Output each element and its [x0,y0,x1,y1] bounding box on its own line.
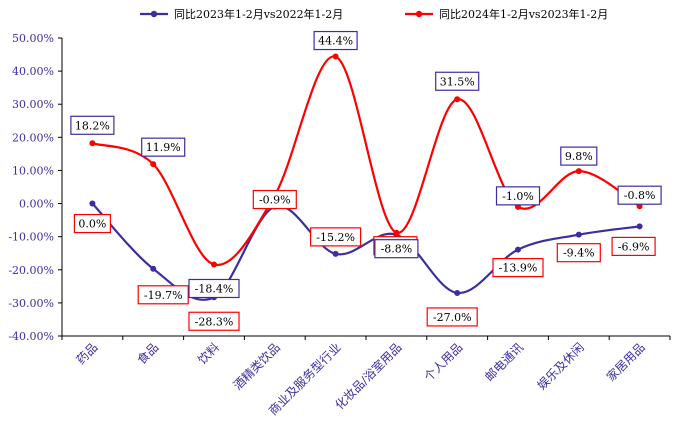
label-box [492,257,544,278]
x-tick-label: 邮电通讯 [482,340,526,384]
x-tick-label: 酒精类饮品 [231,340,283,392]
label-text: -6.9% [618,240,650,253]
label-box [556,243,601,263]
x-tick-label: 饮料 [195,340,222,367]
label-text: -27.0% [433,311,472,324]
label-text: -9.4% [563,247,595,260]
label-text: -18.4% [195,282,234,295]
label-text: 44.4% [318,35,353,48]
label-text: -8.8% [381,243,413,256]
label-box [252,189,297,210]
x-tick-label: 个人用品 [421,340,465,384]
y-tick-label: 40.00% [12,65,54,78]
label-box [70,115,115,135]
data-label-2: 11.9% [141,137,186,157]
label-box [495,186,541,206]
data-label-2: -0.8% [617,185,662,205]
x-tick-label: 家居用品 [603,340,648,385]
data-label-1: -0.9% [252,189,297,210]
label-box [141,137,186,157]
data-label-2: 9.8% [560,146,598,166]
y-tick-label: -30.00% [8,297,54,310]
label-box [435,71,480,91]
y-tick-label: 30.00% [12,98,54,111]
data-point-2 [454,96,461,103]
x-tick-label: 药品 [74,340,101,367]
data-label-1: -19.7% [137,285,189,305]
data-point-1 [150,265,157,272]
label-text: 0.0% [78,218,106,231]
label-text: -0.9% [259,194,291,207]
legend-swatch-marker [150,10,158,18]
data-label-2: 18.2% [70,115,115,135]
label-box [313,30,358,51]
data-point-2 [150,161,157,168]
data-label-2: 31.5% [435,71,480,91]
label-box [188,278,240,299]
legend-item-2: 同比2024年1-2月vs2023年1-2月 [405,7,608,21]
legend-item-1: 同比2023年1-2月vs2022年1-2月 [140,7,343,21]
label-box [73,213,112,234]
label-text: -19.7% [144,289,183,302]
label-text: -15.2% [316,231,355,244]
x-tick-label: 食品 [134,340,162,368]
data-point-1 [89,200,96,207]
legend-label: 同比2024年1-2月vs2023年1-2月 [439,7,608,21]
label-box [617,185,662,205]
data-point-2 [393,229,400,236]
data-point-2 [89,140,96,147]
y-tick-label: 20.00% [12,131,54,144]
data-label-2: 44.4% [313,30,358,51]
label-box [374,239,419,259]
label-box [426,307,478,327]
x-tick-label: 娱乐及休闲 [535,340,587,392]
label-text: -28.3% [195,315,234,328]
data-label-1: -9.4% [556,243,601,263]
data-point-1 [454,289,461,296]
y-tick-label: 0.00% [19,198,54,211]
data-point-1 [636,223,643,230]
y-tick-label: 50.00% [12,32,54,45]
label-text: 9.8% [565,150,593,163]
data-label-1: -28.3% [188,311,240,331]
label-text: -1.0% [502,190,534,203]
series-line-2 [92,55,641,266]
label-box [560,146,598,166]
legend-swatch-marker [415,10,423,18]
data-point-1 [575,231,582,238]
label-text: -0.8% [624,189,656,202]
legend-label: 同比2023年1-2月vs2022年1-2月 [174,7,343,21]
data-point-2 [575,168,582,175]
data-point-1 [515,246,521,253]
data-point-1 [332,250,339,257]
data-label-2: -1.0% [495,186,541,206]
data-label-2: -8.8% [374,239,419,259]
label-text: -13.9% [499,262,538,275]
data-label-1: -13.9% [492,257,544,278]
data-label-1: -27.0% [426,307,478,327]
data-label-1: 0.0% [73,213,112,234]
y-tick-label: -40.00% [8,330,54,343]
legend: 同比2023年1-2月vs2022年1-2月 同比2024年1-2月vs2023年… [140,7,608,21]
series-group [89,53,643,301]
y-tick-label: -20.00% [8,264,54,277]
data-label-1: -6.9% [611,236,656,257]
data-label-2: -18.4% [188,278,240,299]
label-box [611,236,656,257]
label-box [137,285,189,305]
data-label-1: -15.2% [310,227,362,247]
data-point-2 [332,53,339,60]
label-text: 31.5% [440,75,475,88]
data-labels: 0.0% -19.7% -28.3% -0.9% -15.2% -9.4% -27.0% -1… [70,30,662,331]
y-tick-label: -10.00% [8,231,54,244]
label-text: 11.9% [146,141,181,154]
y-tick-label: 10.00% [12,164,54,177]
data-point-2 [211,261,217,268]
label-text: 18.2% [75,119,110,132]
label-box [188,311,240,331]
label-box [310,227,362,247]
